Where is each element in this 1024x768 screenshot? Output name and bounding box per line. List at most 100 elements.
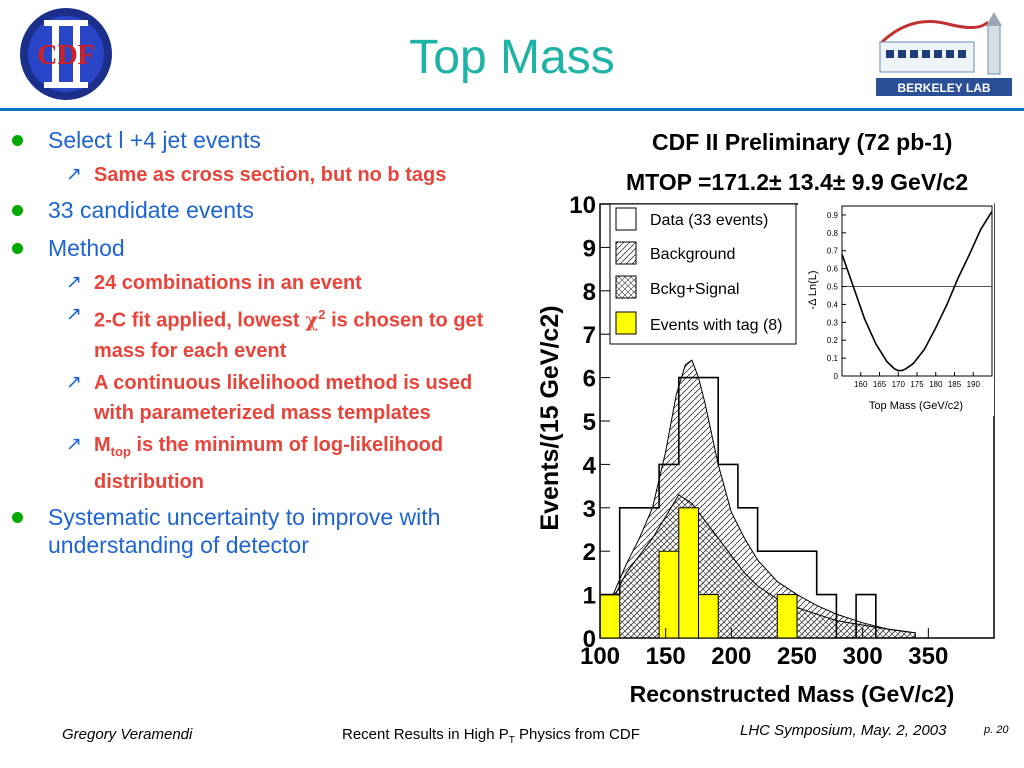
inset-y-tick-label: 0.1	[827, 354, 839, 363]
inset-y-tick-label: 0.2	[827, 336, 839, 345]
legend-swatch-background	[615, 241, 637, 265]
footer-talk-title: Recent Results in High PT Physics from C…	[342, 726, 640, 746]
bullet-list: Select l +4 jet events ↗ Same as cross se…	[10, 126, 500, 569]
inset-y-tick-label: 0.3	[827, 318, 839, 327]
y-tick-label: 1	[583, 583, 596, 610]
y-tick-label: 8	[583, 279, 596, 306]
tagged-event-bar	[776, 594, 798, 638]
x-axis-label: Reconstructed Mass (GeV/c2)	[630, 681, 955, 707]
inset-x-tick-label: 170	[892, 380, 906, 389]
y-tick-label: 7	[583, 322, 596, 349]
bullet-dot-icon	[12, 243, 23, 254]
cdf-logo: CDF	[20, 8, 112, 100]
sub-bullet-text: A continuous likelihood method is used w…	[94, 371, 473, 424]
inset-y-tick-label: 0.8	[827, 229, 839, 238]
y-tick-label: 4	[583, 452, 597, 479]
bullet-text: Method	[48, 235, 125, 261]
x-tick-label: 250	[777, 643, 817, 670]
inset-x-tick-label: 185	[948, 380, 962, 389]
sub-bullet-item: ↗ 24 combinations in an event	[10, 268, 500, 298]
berkeley-lab-text: BERKELEY LAB	[897, 81, 990, 95]
x-tick-label: 200	[711, 643, 751, 670]
bullet-item: 33 candidate events	[10, 196, 500, 224]
y-tick-label: 5	[583, 409, 596, 436]
legend-entry: Bckg+Signal	[650, 281, 739, 298]
cdf-logo-bar-right	[73, 22, 80, 86]
footer-talk-pre: Recent Results in High P	[342, 726, 509, 743]
sub-bullet-text-pre: 2-C fit applied, lowest	[94, 309, 306, 332]
arrow-bullet-icon: ↗	[66, 304, 82, 325]
tagged-event-bar	[658, 550, 680, 638]
inset-y-tick-label: 0.5	[827, 283, 839, 292]
cdf-logo-bar-top	[44, 20, 88, 26]
inset-x-tick-label: 160	[854, 380, 868, 389]
legend-entry: Background	[650, 246, 735, 263]
chart-subtitle-text: MTOP =171.2± 13.4± 9.9 GeV/c2	[626, 169, 968, 195]
berkeley-lab-tower-icon	[987, 23, 1001, 75]
y-tick-label: 10	[569, 192, 596, 219]
chi-symbol: χ	[305, 307, 319, 332]
bullet-item: Systematic uncertainty to improve with u…	[10, 503, 500, 559]
chart-subtitle: MTOP =171.2± 13.4± 9.9 GeV/c2	[626, 169, 968, 195]
berkeley-lab-windows	[886, 50, 966, 58]
y-tick-label: 2	[583, 539, 596, 566]
footer-event: LHC Symposium, May. 2, 2003	[740, 722, 947, 739]
mtop-subscript: top	[110, 443, 131, 459]
bullet-text: Systematic uncertainty to improve with u…	[48, 503, 441, 558]
inset-x-tick-label: 175	[910, 380, 924, 389]
y-tick-label: 6	[583, 366, 596, 393]
sub-bullet-text-post: is chosen to get mass for each event	[94, 309, 484, 362]
bullet-text: Select l +4 jet events	[48, 127, 261, 153]
x-tick-label: 150	[646, 643, 686, 670]
chart-title-text: CDF II Preliminary (72 pb-1)	[652, 129, 952, 155]
footer-author: Gregory Veramendi	[62, 726, 193, 743]
legend-swatch-tagged	[615, 311, 637, 335]
legend-swatch-signal	[615, 275, 637, 299]
cdf-logo-disc	[28, 16, 104, 92]
page-title: Top Mass	[409, 31, 615, 84]
y-tick-label: 3	[583, 496, 596, 523]
legend-entry: Events with tag (8)	[650, 317, 783, 334]
footer: Gregory Veramendi Recent Results in High…	[0, 720, 1024, 760]
sub-bullet-text: 24 combinations in an event	[94, 272, 362, 294]
main-plot-area: 0 1 2 3 4 5 6 7 8 9 10 100 150 200 250 300 350	[569, 192, 995, 670]
inset-y-tick-label: 0	[834, 372, 839, 381]
mass-histogram-chart: CDF II Preliminary (72 pb-1) MTOP =171.2…	[536, 129, 995, 707]
sub-bullet-text: Same as cross section, but no b tags	[94, 164, 447, 186]
bullet-dot-icon	[12, 511, 23, 523]
arrow-bullet-icon: ↗	[66, 164, 82, 185]
sub-bullet-item: ↗ Same as cross section, but no b tags	[10, 160, 500, 190]
y-tick-label: 9	[583, 235, 596, 262]
sub-bullet-item: ↗ Mtop is the minimum of log-likelihood d…	[10, 430, 500, 497]
cdf-logo-bar-bottom	[44, 82, 88, 88]
berkeley-lab-tower-top-icon	[986, 12, 1002, 26]
inset-y-tick-label: 0.9	[827, 211, 839, 220]
x-tick-label: 100	[580, 643, 620, 670]
inset-y-axis-label: -Δ Ln(L)	[807, 270, 819, 309]
bullet-text: 33 candidate events	[48, 197, 254, 223]
bullet-item: Method	[10, 234, 500, 262]
cdf-logo-text: CDF	[37, 40, 95, 71]
arrow-bullet-icon: ↗	[66, 272, 82, 293]
sub-bullet-item: ↗ 2-C fit applied, lowest χ2 is chosen to…	[10, 300, 500, 366]
legend-frame	[609, 203, 797, 345]
legend-swatch-data	[615, 207, 637, 231]
chi-superscript: 2	[318, 307, 326, 322]
bullet-dot-icon	[12, 135, 23, 146]
inset-y-tick-label: 0.4	[827, 300, 839, 309]
sub-bullet-item: ↗ A continuous likelihood method is used …	[10, 368, 500, 428]
title-divider	[0, 108, 1024, 111]
y-tick-label: 0	[583, 626, 596, 653]
inset-x-axis-label: Top Mass (GeV/c2)	[869, 400, 963, 412]
footer-page-number: p. 20	[984, 724, 1009, 736]
inset-x-tick-label: 190	[967, 380, 981, 389]
inset-x-tick-label: 165	[873, 380, 887, 389]
y-axis-label: Events/(15 GeV/c2)	[536, 305, 564, 530]
legend-entry: Data (33 events)	[650, 212, 768, 229]
inset-y-tick-label: 0.7	[827, 247, 839, 256]
tagged-event-bar	[600, 594, 621, 638]
footer-talk-sub: T	[508, 735, 515, 746]
footer-talk-post: Physics from CDF	[514, 726, 640, 743]
x-tick-label: 350	[908, 643, 948, 670]
berkeley-lab-logo: BERKELEY LAB	[876, 12, 1012, 96]
